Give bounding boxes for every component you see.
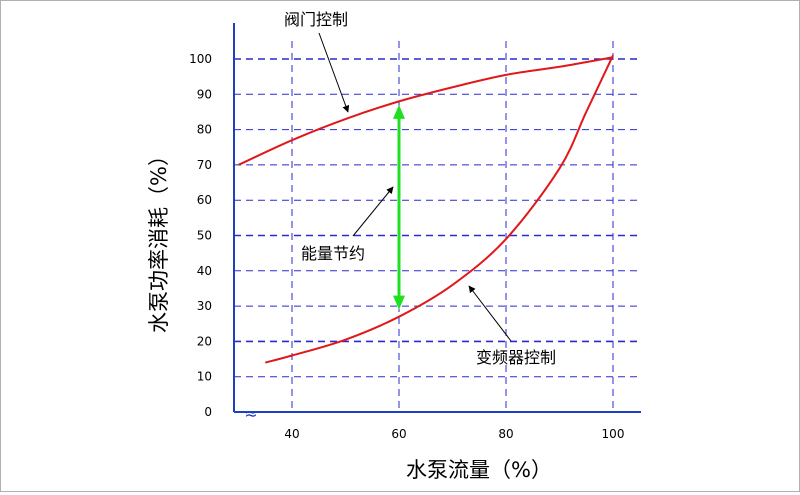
grid-lines [234,41,641,412]
series-lines [238,55,614,364]
label-vfd-control: 变频器控制 [476,348,556,367]
x-tick-label-80: 80 [498,427,513,441]
energy-saving-arrow-head-top [393,104,405,119]
x-tick-label-100: 100 [602,427,625,441]
series-line-vfd-control [264,55,614,364]
y-tick-labels: 0 10 20 30 40 50 60 70 80 90 100 [189,52,212,419]
y-tick-label-30: 30 [197,299,212,313]
y-tick-label-80: 80 [197,123,212,137]
y-tick-label-10: 10 [197,370,212,384]
y-tick-label-20: 20 [197,334,212,348]
y-tick-label-40: 40 [197,264,212,278]
label-energy-saving: 能量节约 [301,244,365,263]
y-tick-label-90: 90 [197,87,212,101]
pointer-valve-control [318,32,350,113]
x-tick-label-60: 60 [391,427,406,441]
y-tick-label-100: 100 [189,52,212,66]
axis-break-symbol: ≈ [244,404,257,423]
energy-saving-arrow-head-bottom [393,295,405,310]
x-tick-label-40: 40 [284,427,299,441]
label-valve-control: 阀门控制 [284,10,348,29]
x-axis-label: 水泵流量（%） [406,458,552,482]
y-tick-label-0: 0 [204,405,212,419]
pointer-vfd-control [468,285,512,342]
y-axis-label: 水泵功率消耗（%） [147,145,171,333]
series-line-valve-control [238,56,614,166]
y-tick-label-50: 50 [197,229,212,243]
x-tick-labels: 40 60 80 100 [284,427,624,441]
y-tick-label-60: 60 [197,193,212,207]
y-tick-label-70: 70 [197,158,212,172]
pointer-energy-saving [352,186,394,237]
axes: ≈ [233,23,641,423]
